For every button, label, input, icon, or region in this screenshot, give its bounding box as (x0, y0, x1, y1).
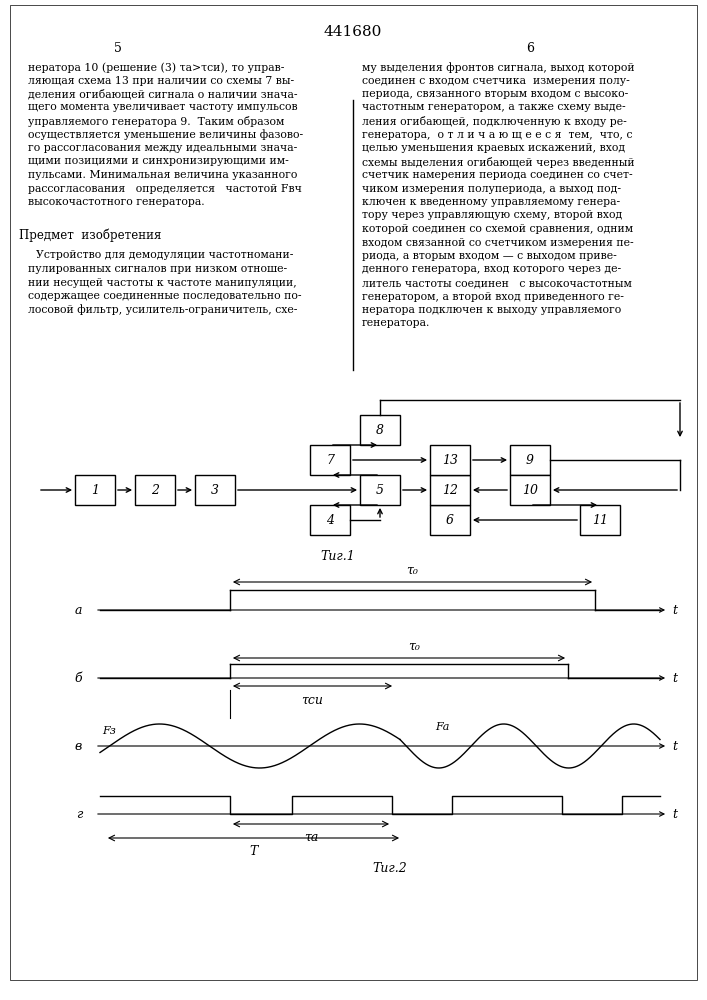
Text: денного генератора, вход которого через де-: денного генератора, вход которого через … (362, 264, 621, 274)
Text: г: г (76, 808, 82, 820)
Text: осуществляется уменьшение величины фазово-: осуществляется уменьшение величины фазов… (28, 129, 303, 140)
FancyBboxPatch shape (430, 445, 470, 475)
Text: τси: τси (302, 694, 323, 707)
Text: Устройство для демодуляции частотномани-: Устройство для демодуляции частотномани- (36, 250, 293, 260)
Text: входом связанной со счетчиком измерения пе-: входом связанной со счетчиком измерения … (362, 237, 633, 247)
Text: 7: 7 (326, 454, 334, 466)
Text: в: в (75, 740, 82, 752)
FancyBboxPatch shape (135, 475, 175, 505)
Text: му выделения фронтов сигнала, выход которой: му выделения фронтов сигнала, выход кото… (362, 62, 635, 73)
Text: 6: 6 (526, 42, 534, 55)
Text: риода, а вторым входом — с выходом приве-: риода, а вторым входом — с выходом приве… (362, 251, 617, 261)
Text: пулированных сигналов при низком отноше-: пулированных сигналов при низком отноше- (28, 264, 287, 274)
Text: высокочастотного генератора.: высокочастотного генератора. (28, 197, 204, 207)
Text: τ₀: τ₀ (407, 564, 419, 577)
Text: ключен к введенному управляемому генера-: ключен к введенному управляемому генера- (362, 197, 620, 207)
Text: t: t (672, 672, 677, 684)
Text: Предмет  изобретения: Предмет изобретения (19, 229, 161, 242)
Text: литель частоты соединен   с высокочастотным: литель частоты соединен с высокочастотны… (362, 278, 632, 288)
FancyBboxPatch shape (310, 445, 350, 475)
Text: нии несущей частоты к частоте манипуляции,: нии несущей частоты к частоте манипуляци… (28, 277, 297, 288)
Text: генератора,  о т л и ч а ю щ е е с я  тем,  что, с: генератора, о т л и ч а ю щ е е с я тем,… (362, 129, 633, 139)
Text: соединен с входом счетчика  измерения полу-: соединен с входом счетчика измерения пол… (362, 76, 630, 86)
Text: содержащее соединенные последовательно по-: содержащее соединенные последовательно п… (28, 291, 301, 301)
Text: T: T (250, 845, 257, 858)
Text: 6: 6 (446, 514, 454, 526)
Text: счетчик намерения периода соединен со счет-: счетчик намерения периода соединен со сч… (362, 170, 633, 180)
Text: Fа: Fа (435, 722, 450, 732)
Text: пульсами. Минимальная величина указанного: пульсами. Минимальная величина указанног… (28, 170, 298, 180)
Text: 1: 1 (91, 484, 99, 496)
Text: схемы выделения огибающей через введенный: схемы выделения огибающей через введенны… (362, 156, 635, 167)
Text: t: t (672, 808, 677, 820)
FancyBboxPatch shape (360, 475, 400, 505)
Text: 13: 13 (442, 454, 458, 466)
Text: Τиг.1: Τиг.1 (320, 550, 355, 563)
Text: τа: τа (304, 831, 318, 844)
Text: Fз: Fз (102, 726, 116, 736)
Text: 9: 9 (526, 454, 534, 466)
Text: рассогласования   определяется   частотой Fвч: рассогласования определяется частотой Fв… (28, 184, 302, 194)
Text: генератора.: генератора. (362, 318, 431, 328)
FancyBboxPatch shape (195, 475, 235, 505)
Text: управляемого генератора 9.  Таким образом: управляемого генератора 9. Таким образом (28, 116, 284, 127)
Text: ления огибающей, подключенную к входу ре-: ления огибающей, подключенную к входу ре… (362, 116, 626, 127)
Text: 3: 3 (211, 484, 219, 496)
Text: 8: 8 (376, 424, 384, 436)
Text: целью уменьшения краевых искажений, вход: целью уменьшения краевых искажений, вход (362, 143, 625, 153)
FancyBboxPatch shape (430, 475, 470, 505)
Text: 441680: 441680 (324, 25, 382, 39)
FancyBboxPatch shape (310, 505, 350, 535)
FancyBboxPatch shape (580, 505, 620, 535)
Text: щего момента увеличивает частоту импульсов: щего момента увеличивает частоту импульс… (28, 103, 298, 112)
Text: генератором, а второй вход приведенного ге-: генератором, а второй вход приведенного … (362, 292, 624, 302)
Text: б: б (74, 672, 82, 684)
Text: 4: 4 (326, 514, 334, 526)
FancyBboxPatch shape (75, 475, 115, 505)
FancyBboxPatch shape (360, 415, 400, 445)
Text: 10: 10 (522, 484, 538, 496)
Text: щими позициями и синхронизирующими им-: щими позициями и синхронизирующими им- (28, 156, 288, 166)
Text: го рассогласования между идеальными знача-: го рассогласования между идеальными знач… (28, 143, 297, 153)
Text: периода, связанного вторым входом с высоко-: периода, связанного вторым входом с высо… (362, 89, 629, 99)
Text: 11: 11 (592, 514, 608, 526)
FancyBboxPatch shape (430, 505, 470, 535)
Text: которой соединен со схемой сравнения, одним: которой соединен со схемой сравнения, од… (362, 224, 633, 234)
FancyBboxPatch shape (510, 475, 550, 505)
Text: тору через управляющую схему, второй вход: тору через управляющую схему, второй вхо… (362, 211, 622, 221)
Text: лосовой фильтр, усилитель-ограничитель, схе-: лосовой фильтр, усилитель-ограничитель, … (28, 304, 298, 315)
Text: деления огибающей сигнала о наличии знача-: деления огибающей сигнала о наличии знач… (28, 89, 298, 100)
Text: 5: 5 (376, 484, 384, 496)
Text: 5: 5 (114, 42, 122, 55)
Text: 2: 2 (151, 484, 159, 496)
FancyBboxPatch shape (510, 445, 550, 475)
Text: Τиг.2: Τиг.2 (373, 862, 407, 875)
Text: t: t (672, 740, 677, 752)
Text: нератора 10 (решение (3) τа>τси), то управ-: нератора 10 (решение (3) τа>τси), то упр… (28, 62, 284, 73)
Text: a: a (74, 603, 82, 616)
Text: t: t (672, 603, 677, 616)
Text: ляющая схема 13 при наличии со схемы 7 вы-: ляющая схема 13 при наличии со схемы 7 в… (28, 76, 294, 86)
Text: 12: 12 (442, 484, 458, 496)
Text: чиком измерения полупериода, а выход под-: чиком измерения полупериода, а выход под… (362, 184, 621, 194)
Text: частотным генератором, а также схему выде-: частотным генератором, а также схему выд… (362, 103, 626, 112)
Text: нератора подключен к выходу управляемого: нератора подключен к выходу управляемого (362, 305, 621, 315)
Text: τ₀: τ₀ (408, 640, 420, 653)
